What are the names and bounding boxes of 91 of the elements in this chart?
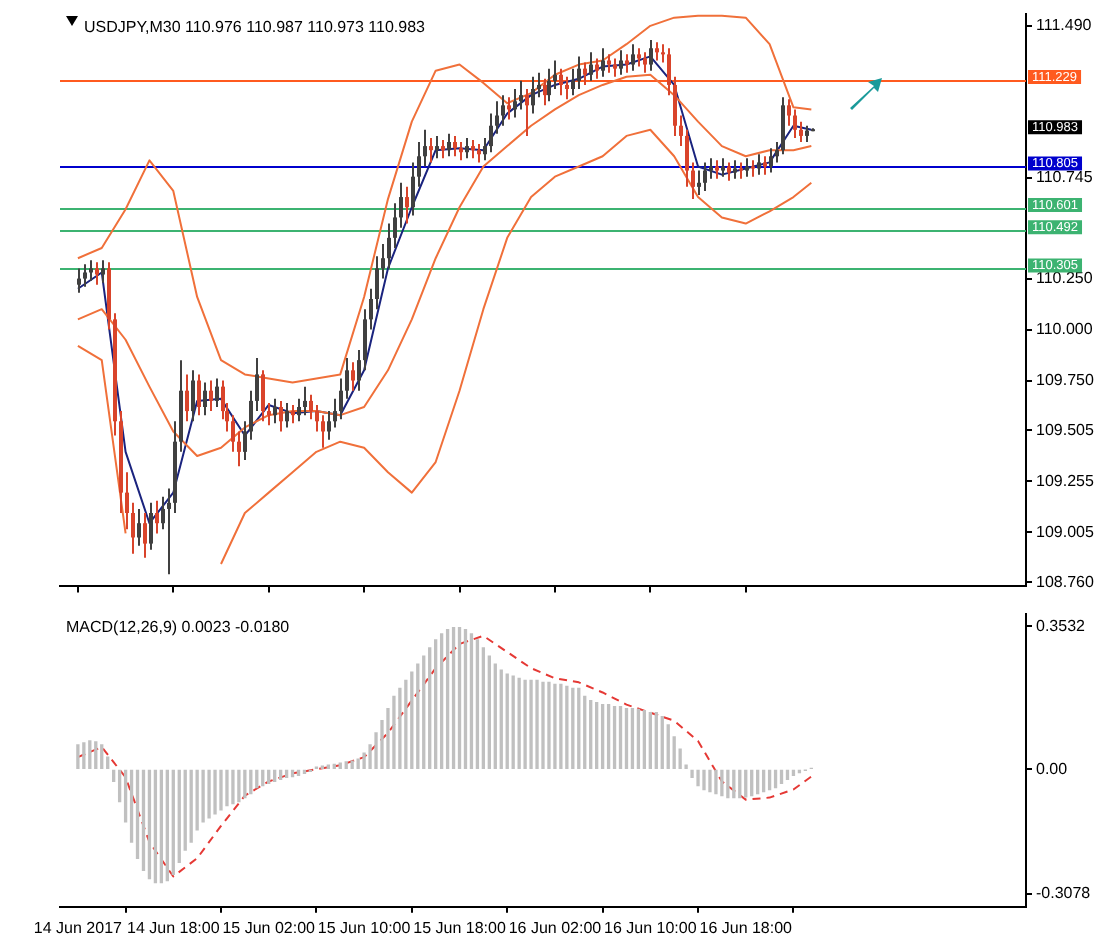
candlestick	[215, 377, 219, 409]
candlestick	[547, 67, 551, 103]
y-tick-label: 110.250	[1036, 269, 1094, 287]
candlestick	[601, 47, 605, 78]
y-tick-label: 108.760	[1036, 572, 1095, 591]
candlestick	[459, 141, 463, 162]
candlestick	[77, 267, 81, 294]
line-series	[76, 634, 813, 878]
candlestick	[351, 361, 355, 392]
candlestick	[625, 53, 629, 74]
candlestick	[763, 155, 767, 176]
candlestick	[781, 96, 785, 156]
candlestick	[429, 136, 433, 164]
candlestick	[435, 134, 439, 160]
candlestick	[441, 138, 445, 160]
candlestick	[577, 55, 581, 91]
y-tick-label: 110.745	[1036, 168, 1094, 187]
candlestick	[185, 373, 189, 423]
candlestick	[589, 51, 593, 82]
candlestick	[703, 161, 707, 192]
candlestick	[191, 369, 195, 423]
candlestick	[531, 75, 535, 115]
candlestick	[543, 77, 547, 107]
candlestick	[637, 47, 641, 68]
candlestick	[465, 136, 469, 160]
candlestick	[501, 94, 505, 127]
candlestick	[453, 134, 457, 158]
candlestick	[519, 79, 523, 111]
candlestick	[595, 57, 599, 80]
y-tick-label: 109.505	[1036, 420, 1095, 439]
y-tick-label: 110.000	[1036, 319, 1094, 338]
candlestick	[447, 132, 451, 158]
candlestick	[203, 381, 207, 417]
candlestick	[273, 397, 277, 425]
candlestick	[631, 43, 635, 72]
y-tick-label: 0.00	[1036, 759, 1069, 778]
candlestick	[769, 147, 773, 174]
x-tick-label: 16 Jun 02:00	[508, 918, 603, 937]
candlestick	[565, 75, 569, 101]
x-tick-label: 14 Jun 2017	[33, 918, 124, 937]
candlestick	[559, 67, 563, 97]
candlestick	[149, 501, 153, 551]
chart-title: MACD(12,26,9) 0.0023 -0.0180	[66, 618, 291, 637]
candlestick	[733, 159, 737, 180]
candlestick	[727, 161, 731, 182]
y-tick-label: 109.750	[1036, 370, 1095, 389]
candlestick	[525, 88, 529, 137]
candlestick	[745, 157, 749, 178]
chart-title: USDJPY,M30 110.976 110.987 110.973 110.983	[84, 18, 427, 37]
candlestick	[209, 379, 213, 413]
candlestick	[619, 49, 623, 76]
x-tick-label: 14 Jun 18:00	[127, 918, 221, 937]
candlestick	[477, 143, 481, 164]
y-tick-label: 111.490	[1036, 16, 1093, 35]
candlestick	[143, 512, 147, 559]
x-tick-label: 16 Jun 18:00	[699, 918, 794, 937]
candlestick	[291, 403, 295, 425]
candlestick	[89, 259, 93, 282]
candlestick	[507, 96, 511, 121]
y-tick-label: 0.3532	[1036, 616, 1087, 635]
candlestick	[137, 507, 141, 547]
candlestick	[655, 41, 659, 62]
x-tick-label: 15 Jun 10:00	[317, 918, 412, 937]
candlestick	[697, 169, 701, 197]
x-tick-label: 15 Jun 18:00	[413, 918, 507, 937]
candlestick	[303, 385, 307, 417]
x-tick-label: 16 Jun 10:00	[604, 918, 698, 937]
candlestick	[721, 157, 725, 178]
candlestick	[279, 399, 283, 433]
candlestick	[613, 57, 617, 78]
candlestick	[649, 39, 653, 72]
y-tick-label: 109.005	[1036, 522, 1095, 541]
candlestick	[261, 369, 265, 423]
candlestick	[405, 185, 409, 225]
candlestick	[583, 61, 587, 86]
candlestick	[285, 401, 289, 429]
candlestick	[155, 499, 159, 535]
candlestick	[83, 263, 87, 288]
candlestick	[95, 261, 99, 286]
x-tick-label: 15 Jun 02:00	[222, 918, 317, 937]
y-tick-label: 109.255	[1036, 471, 1095, 490]
candlestick	[757, 153, 761, 176]
candlestick	[471, 138, 475, 160]
candlestick	[101, 259, 105, 284]
candlestick	[197, 373, 201, 417]
candlestick	[715, 159, 719, 180]
candlestick	[643, 51, 647, 74]
y-tick-label: -0.3078	[1036, 884, 1092, 903]
candlestick	[513, 88, 517, 119]
candlestick	[607, 53, 611, 74]
candlestick	[739, 161, 743, 180]
